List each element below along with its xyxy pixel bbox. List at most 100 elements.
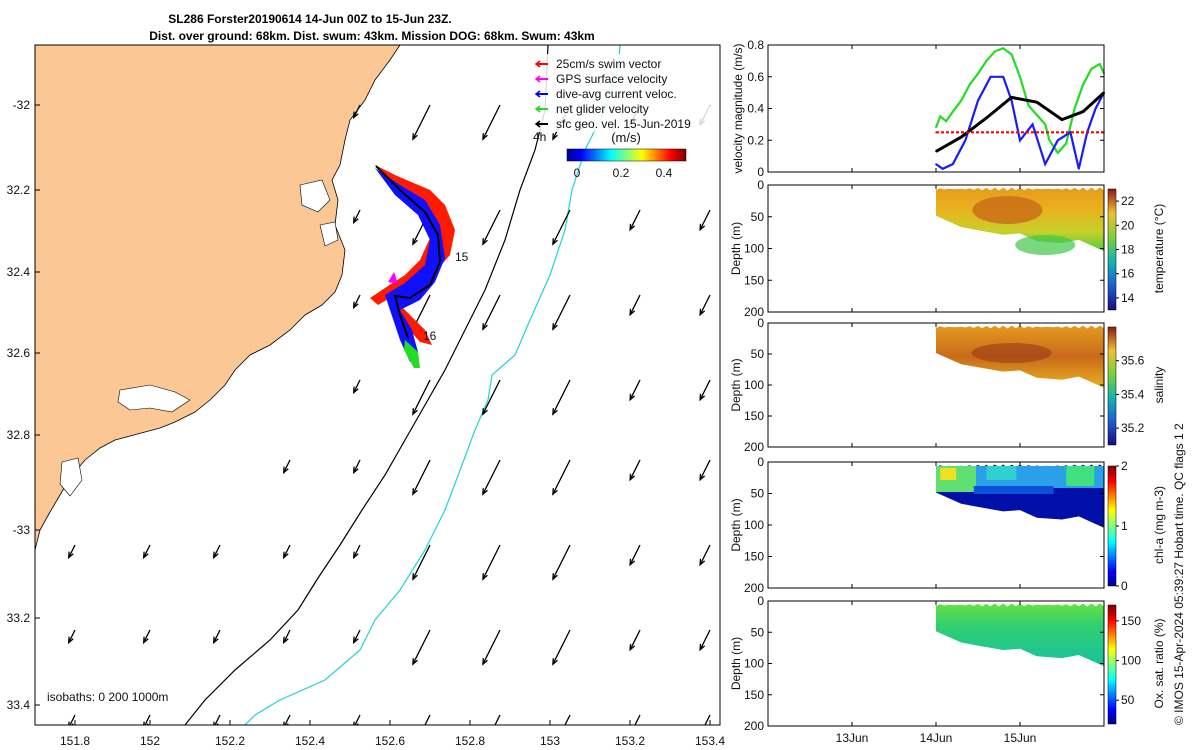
current-arrow xyxy=(213,544,221,558)
colorbar-tick-label: 18 xyxy=(1121,243,1135,257)
current-arrow-head xyxy=(412,488,418,496)
current-arrow-head xyxy=(552,323,558,331)
current-arrow-head xyxy=(212,636,219,645)
vel-point xyxy=(1010,53,1013,56)
colorbar-tick-label: 35.6 xyxy=(1121,354,1145,368)
current-arrow xyxy=(68,544,76,558)
current-arrow-head xyxy=(552,658,558,666)
current-arrow-head xyxy=(412,408,418,416)
depth-tick-label: 100 xyxy=(744,378,764,392)
current-arrow xyxy=(629,379,641,401)
current-arrow xyxy=(412,459,431,495)
current-arrow-head xyxy=(629,308,636,317)
map-lon-tick-label: 151.8 xyxy=(60,734,90,748)
vel-point xyxy=(1019,139,1021,142)
vel-point xyxy=(935,150,937,153)
current-arrow xyxy=(699,379,711,401)
depth-tick-label: 0 xyxy=(757,178,764,192)
current-arrow-head xyxy=(412,573,418,581)
colorbar-label: Ox. sat. ratio (%) xyxy=(1152,618,1166,708)
map-border xyxy=(34,44,721,726)
depth-tick-label: 50 xyxy=(751,210,765,224)
current-arrow-head xyxy=(412,658,418,666)
current-arrow-head xyxy=(629,558,636,567)
vel-point xyxy=(952,110,954,113)
vel-point xyxy=(1082,110,1084,113)
map-lon-tick-label: 152.8 xyxy=(455,734,485,748)
current-arrow xyxy=(353,209,361,223)
date-tick-label: 15Jun xyxy=(1004,731,1037,745)
speed-colorbar-tick-2: 0.4 xyxy=(656,166,673,180)
current-arrow-head xyxy=(353,721,359,725)
panel-2: 0 50 100 150 200 Depth (m) 35.6 35.4 35.2 salinit… xyxy=(729,316,1166,454)
figure-title-line2: Dist. over ground: 68km. Dist. swum: 43k… xyxy=(149,29,594,43)
vel-point xyxy=(1044,163,1046,165)
colorbar xyxy=(1107,326,1117,446)
vel-point xyxy=(1036,114,1038,116)
current-arrow-head xyxy=(699,473,706,482)
depth-ylabel: Depth (m) xyxy=(729,222,743,275)
vel-point xyxy=(1069,131,1072,134)
chl-surface-layer xyxy=(936,466,1104,488)
vel-point xyxy=(1082,83,1084,86)
current-arrow xyxy=(353,459,361,473)
current-arrow xyxy=(482,629,501,665)
current-arrow-head xyxy=(143,721,149,725)
current-arrow-field xyxy=(67,104,711,725)
vel-point xyxy=(977,99,979,102)
current-arrow xyxy=(283,544,291,558)
vel-point xyxy=(994,50,996,53)
panel-frame xyxy=(767,600,1105,727)
cool-patch xyxy=(1015,235,1076,255)
warm-core xyxy=(972,196,1043,224)
map-legend-entry: dive-avg current veloc. xyxy=(556,87,677,101)
map-legend-swatch-head xyxy=(534,60,541,68)
current-arrow-head xyxy=(412,238,418,246)
depth-tick-label: 200 xyxy=(744,440,764,454)
current-arrow xyxy=(552,379,571,415)
current-arrow xyxy=(412,629,431,665)
vel-point xyxy=(1090,68,1093,70)
vel-point xyxy=(1094,107,1097,110)
depth-tick-label: 150 xyxy=(744,273,764,287)
vel-ylabel: velocity magnitude (m/s) xyxy=(731,43,745,173)
vel-point xyxy=(1099,63,1101,65)
colorbar xyxy=(1107,188,1117,311)
isobath-1000m xyxy=(244,45,621,725)
colorbar-tick-label: 1 xyxy=(1121,519,1128,533)
vel-point xyxy=(1061,118,1063,121)
current-arrow-head xyxy=(699,308,706,317)
land-mass xyxy=(35,45,401,551)
net-velocity-band xyxy=(404,340,420,368)
depth-tick-label: 50 xyxy=(751,347,765,361)
vel-point xyxy=(964,139,967,142)
map-lon-tick-label: 152 xyxy=(140,734,160,748)
chl-patch xyxy=(940,468,957,480)
current-arrow xyxy=(482,544,501,580)
colorbar-tick-label: 50 xyxy=(1121,693,1135,707)
map-lat-tick-label: 33.2 xyxy=(7,611,31,625)
map-lon-tick-label: 153.4 xyxy=(695,734,725,748)
current-arrow xyxy=(482,459,501,495)
current-arrow xyxy=(552,459,571,495)
colorbar-tick-label: 150 xyxy=(1121,614,1141,628)
depth-ylabel: Depth (m) xyxy=(729,498,743,551)
current-arrow xyxy=(69,714,76,725)
vel-point xyxy=(935,131,937,134)
current-arrow-head xyxy=(482,408,488,416)
map-lat-tick-label: 32.4 xyxy=(7,265,31,279)
current-arrow-head xyxy=(482,573,488,581)
colorbar-label: salinity xyxy=(1152,367,1166,404)
chl-patch xyxy=(973,486,1054,494)
current-arrow-head xyxy=(699,558,706,567)
colorbar-tick-label: 0 xyxy=(1121,579,1128,593)
current-arrow xyxy=(699,544,711,566)
colorbar-label: chl-a (mg m-3) xyxy=(1152,486,1166,564)
vel-point xyxy=(968,83,971,86)
vel-point xyxy=(960,136,962,138)
chl-patch xyxy=(1066,466,1095,486)
current-arrow xyxy=(143,629,151,643)
glider-path-line xyxy=(375,165,442,339)
